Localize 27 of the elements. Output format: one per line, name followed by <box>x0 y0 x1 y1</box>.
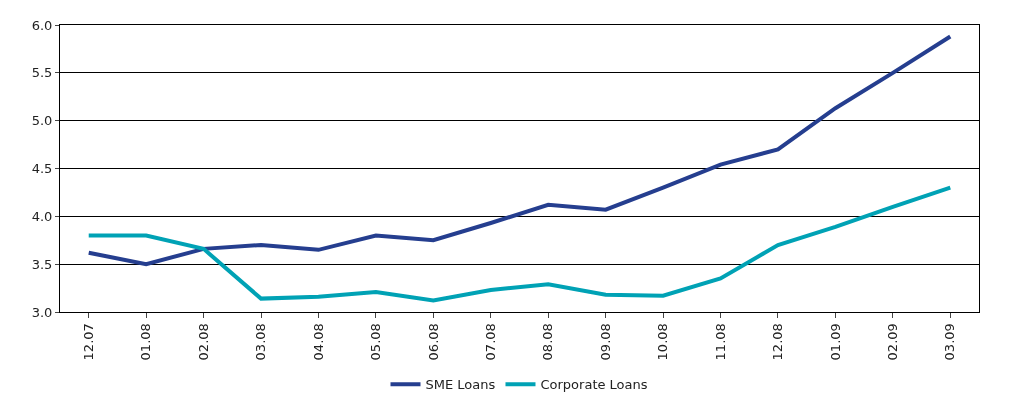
y-tick-label: 4.5 <box>31 161 53 177</box>
x-tick-label: 09.08 <box>597 323 613 361</box>
x-tick-label: 11.08 <box>712 323 728 361</box>
legend-label: Corporate Loans <box>540 377 648 393</box>
x-tick-label: 04.08 <box>310 323 326 361</box>
x-tick-label: 12.08 <box>770 323 786 361</box>
y-tick-label: 4.0 <box>31 208 53 224</box>
x-tick-label: 01.09 <box>827 323 843 361</box>
y-tick-label: 5.5 <box>31 65 53 81</box>
y-tick-label: 3.0 <box>31 304 53 320</box>
x-tick-label: 01.08 <box>138 323 154 361</box>
x-tick-label: 07.08 <box>483 323 499 361</box>
y-tick-label: 6.0 <box>31 17 53 33</box>
x-tick-label: 06.08 <box>425 323 441 361</box>
x-tick-label: 02.08 <box>195 323 211 361</box>
x-tick-label: 02.09 <box>885 323 901 361</box>
x-tick-label: 08.08 <box>540 323 556 361</box>
y-tick-label: 3.5 <box>31 256 53 272</box>
legend-label: SME Loans <box>425 377 496 393</box>
x-tick-label: 10.08 <box>655 323 671 361</box>
line-series <box>86 34 953 267</box>
x-tick-label: 03.09 <box>942 323 958 361</box>
x-tick-label: 12.07 <box>80 323 96 361</box>
line-series <box>86 185 953 303</box>
y-tick-label: 5.0 <box>31 113 53 129</box>
x-tick-label: 05.08 <box>368 323 384 361</box>
x-tick-label: 03.08 <box>253 323 269 361</box>
